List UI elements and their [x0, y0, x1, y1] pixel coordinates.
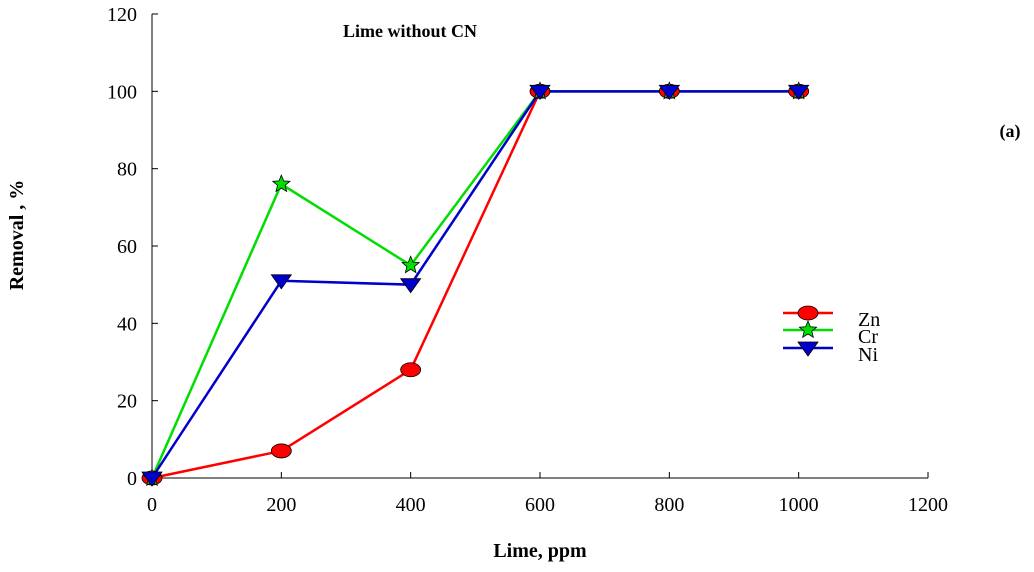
- series-ni: [150, 90, 799, 479]
- series-line-zn: [151, 90, 799, 480]
- legend-item-zn: Zn: [783, 305, 880, 331]
- series-layer: [141, 81, 810, 487]
- y-tick-label: 40: [117, 313, 137, 335]
- data-point-ni: [399, 278, 422, 294]
- x-tick-label: 1200: [908, 494, 948, 516]
- x-axis-title: Lime, ppm: [493, 540, 587, 562]
- data-point-ni: [529, 84, 551, 101]
- legend-item-ni: Ni: [783, 341, 878, 366]
- legend-item-cr: Cr: [783, 319, 878, 348]
- y-tick-label: 100: [107, 81, 137, 103]
- y-tick-label: 120: [107, 4, 137, 26]
- data-point-ni: [141, 471, 163, 487]
- x-tick-label: 1000: [779, 494, 819, 516]
- series-line-ni: [150, 90, 799, 479]
- chart-title: Lime without CN: [343, 21, 477, 41]
- data-point-cr: [401, 255, 421, 274]
- legend-swatch-marker: [798, 319, 818, 339]
- data-point-ni: [270, 274, 293, 290]
- data-point-zn: [270, 443, 292, 459]
- series-line-cr: [150, 90, 799, 479]
- data-point-zn: [400, 362, 422, 378]
- data-point-cr: [271, 174, 291, 193]
- y-axis-title: Removal , %: [6, 180, 28, 291]
- series-markers-ni: [141, 84, 810, 487]
- y-tick-label: 60: [117, 236, 137, 258]
- series-markers-zn: [141, 83, 810, 486]
- panel-label: (a): [1000, 121, 1021, 142]
- legend-swatch-marker: [797, 341, 819, 357]
- legend-label: Zn: [858, 309, 880, 331]
- legend-swatch-marker: [797, 305, 819, 321]
- legend-label: Cr: [858, 326, 878, 348]
- x-tick-label: 0: [147, 494, 157, 516]
- legend-label: Ni: [858, 344, 878, 366]
- x-tick-label: 400: [396, 494, 426, 516]
- series-markers-cr: [142, 81, 809, 487]
- y-tick-label: 80: [117, 159, 137, 181]
- series-zn: [151, 90, 799, 480]
- series-cr: [150, 90, 799, 479]
- x-tick-label: 800: [654, 494, 684, 516]
- data-point-ni: [658, 84, 681, 101]
- x-tick-label: 600: [525, 494, 555, 516]
- y-tick-label: 0: [127, 468, 137, 490]
- x-tick-label: 200: [266, 494, 296, 516]
- y-tick-label: 20: [117, 391, 137, 413]
- data-point-ni: [787, 84, 810, 101]
